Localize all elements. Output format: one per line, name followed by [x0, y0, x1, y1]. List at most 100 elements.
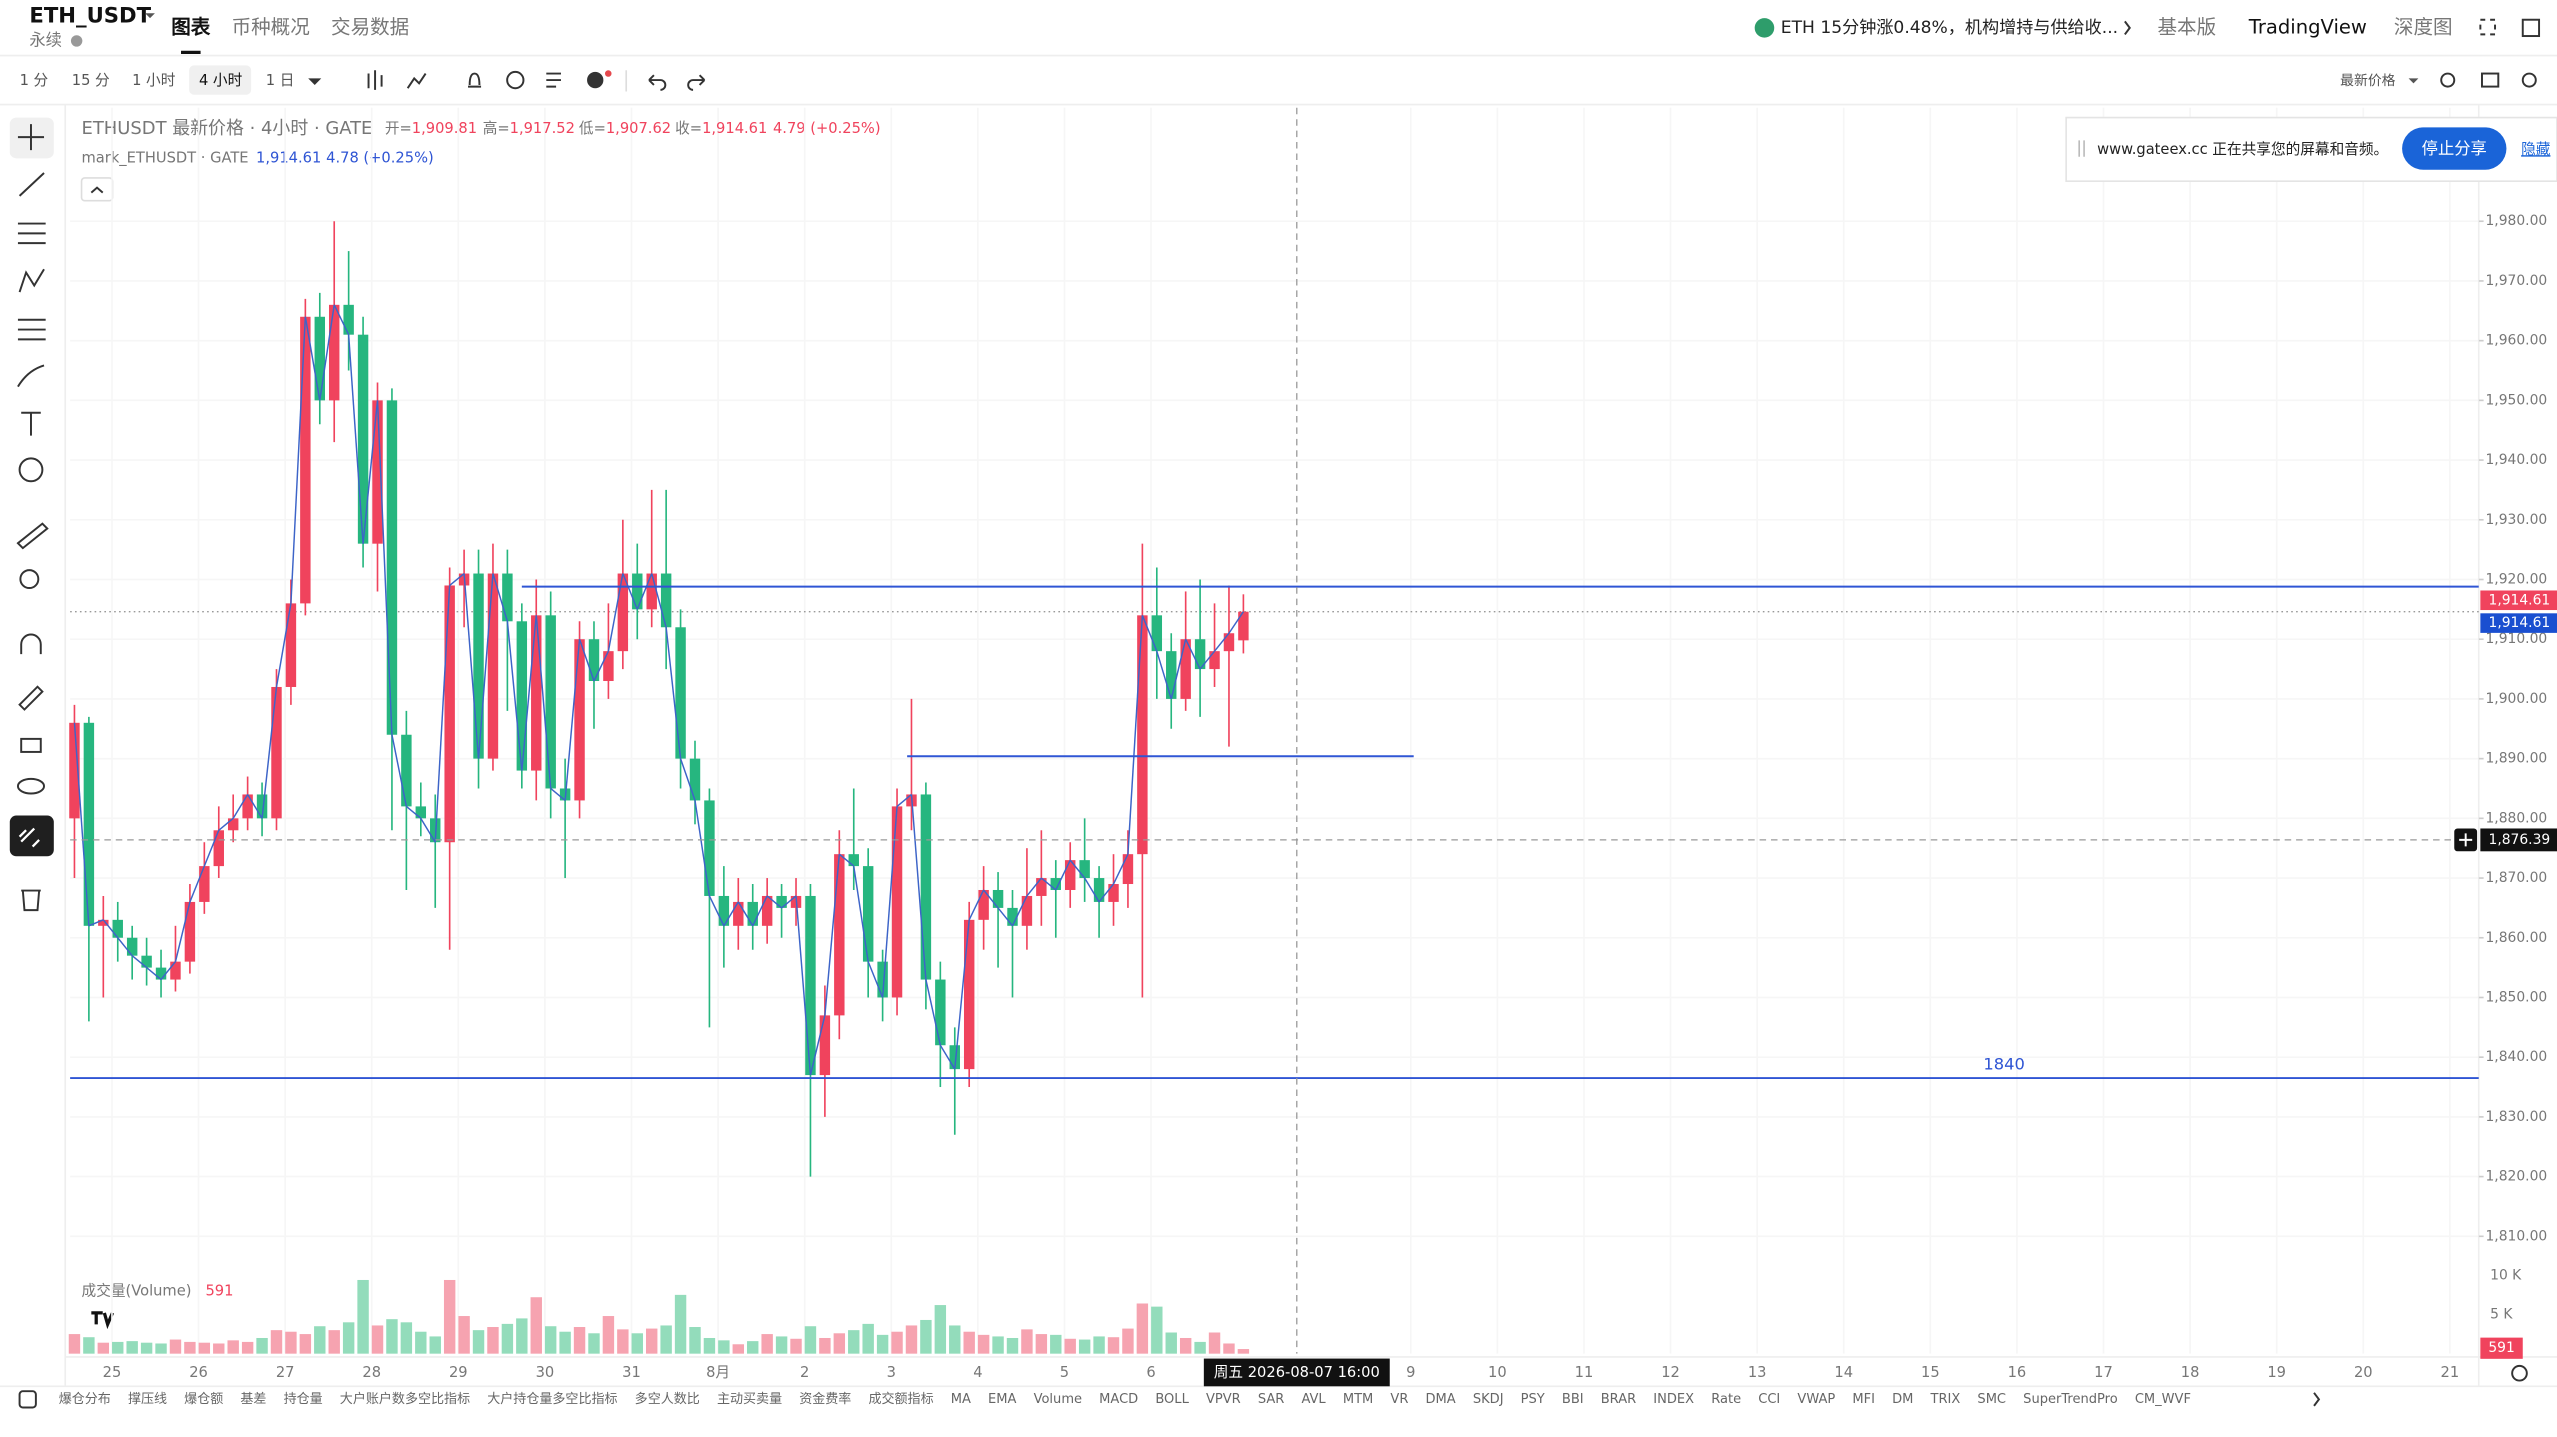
- window-icon[interactable]: [2521, 18, 2541, 38]
- settings-icon[interactable]: [2521, 72, 2537, 88]
- indicator-option[interactable]: DMA: [1426, 1392, 1456, 1407]
- draw-mode-tool[interactable]: [18, 685, 44, 711]
- indicator-option[interactable]: BOLL: [1155, 1392, 1189, 1407]
- indicator-option[interactable]: BBI: [1562, 1392, 1584, 1407]
- indicator-icon[interactable]: [406, 72, 427, 89]
- indicator-option[interactable]: CM_WVF: [2135, 1392, 2191, 1407]
- indicator-option[interactable]: 撑压线: [128, 1392, 167, 1407]
- emoji-tool[interactable]: [18, 457, 44, 483]
- volume-bar: [819, 1337, 831, 1354]
- chart-type-icon[interactable]: [367, 70, 383, 90]
- zoom-tool[interactable]: [19, 569, 40, 590]
- indicator-more[interactable]: [2313, 1392, 2321, 1407]
- indicator-option[interactable]: 基差: [240, 1392, 266, 1407]
- view-mode[interactable]: 基本版: [2157, 15, 2216, 38]
- collapse-button[interactable]: [80, 177, 114, 202]
- indicator-option[interactable]: 成交额指标: [868, 1391, 933, 1407]
- news-arrow[interactable]: [2124, 20, 2131, 35]
- undo-icon[interactable]: [648, 74, 667, 91]
- nav-tab[interactable]: 币种概况: [232, 15, 310, 38]
- indicator-option[interactable]: 爆仓分布: [59, 1392, 111, 1407]
- ruler-tool[interactable]: [16, 522, 49, 550]
- price-source[interactable]: 最新价格: [2340, 73, 2396, 89]
- indicator-option[interactable]: Rate: [1711, 1392, 1741, 1407]
- indicator-option[interactable]: MTM: [1343, 1392, 1373, 1407]
- indicator-option[interactable]: 大户账户数多空比指标: [340, 1391, 470, 1407]
- interval-option[interactable]: 1 分: [20, 72, 49, 89]
- magnet-tool[interactable]: [20, 633, 42, 655]
- replay-icon[interactable]: [506, 70, 525, 90]
- news-headline[interactable]: ETH 15分钟涨0.48%，机构增持与供给收...: [1781, 18, 2118, 38]
- text-tool[interactable]: [21, 411, 41, 436]
- indicator-option[interactable]: 持仓量: [284, 1392, 323, 1407]
- x-tick-label: 15: [1921, 1364, 1940, 1381]
- add-icon[interactable]: [587, 71, 604, 89]
- template-icon[interactable]: [546, 72, 561, 88]
- indicator-option[interactable]: 多空人数比: [635, 1391, 700, 1407]
- symbol-caret[interactable]: [145, 13, 155, 19]
- visibility-tool[interactable]: [16, 777, 46, 795]
- indicator-option[interactable]: PSY: [1521, 1392, 1545, 1407]
- interval-option[interactable]: 1 小时: [132, 72, 176, 89]
- sync-tool[interactable]: [18, 827, 40, 848]
- indicator-option[interactable]: VWAP: [1797, 1392, 1835, 1407]
- nav-tab[interactable]: 图表: [171, 15, 211, 38]
- indicator-option[interactable]: 爆仓额: [184, 1392, 223, 1407]
- price-source-caret[interactable]: [2408, 78, 2419, 84]
- indicator-option[interactable]: EMA: [988, 1392, 1016, 1407]
- hide-banner[interactable]: 隐藏: [2521, 141, 2551, 158]
- projection-tool[interactable]: [17, 318, 46, 341]
- indicator-option[interactable]: CCI: [1758, 1392, 1780, 1407]
- indicator-option[interactable]: 大户持仓量多空比指标: [487, 1391, 617, 1407]
- indicator-option[interactable]: MFI: [1852, 1392, 1875, 1407]
- indicator-option[interactable]: DM: [1892, 1392, 1913, 1407]
- indicator-option[interactable]: Volume: [1034, 1392, 1082, 1407]
- trendline-tool[interactable]: [18, 172, 45, 197]
- axis-settings-icon[interactable]: [2511, 1364, 2528, 1382]
- interval-option[interactable]: 15 分: [72, 72, 110, 89]
- indicator-option[interactable]: MACD: [1099, 1392, 1138, 1407]
- indicator-option[interactable]: SMC: [1977, 1392, 2006, 1407]
- lock-tool[interactable]: [20, 737, 42, 753]
- stop-share-button[interactable]: [2402, 127, 2507, 170]
- indicator-option[interactable]: SuperTrendPro: [2023, 1392, 2118, 1407]
- indicator-option[interactable]: BRAR: [1601, 1392, 1636, 1407]
- sync-tool-bg[interactable]: [9, 815, 54, 857]
- alert-icon[interactable]: [468, 72, 482, 88]
- indicator-option[interactable]: MA: [951, 1392, 971, 1407]
- pattern-tool[interactable]: [18, 268, 45, 293]
- redo-icon[interactable]: [687, 74, 706, 91]
- close-line: [1228, 611, 1245, 634]
- close-line: [939, 1044, 956, 1070]
- indicator-menu-icon[interactable]: [18, 1390, 37, 1409]
- search-icon[interactable]: [2440, 72, 2456, 88]
- indicator-option[interactable]: INDEX: [1653, 1392, 1694, 1407]
- view-mode[interactable]: 深度图: [2394, 15, 2453, 38]
- candle-body: [1209, 651, 1220, 670]
- interval-option[interactable]: 1 日: [266, 72, 295, 89]
- indicator-option[interactable]: 主动买卖量: [717, 1392, 782, 1407]
- interval-option[interactable]: 4 小时: [199, 72, 243, 89]
- fullscreen-icon[interactable]: [2479, 18, 2497, 36]
- indicator-option[interactable]: 资金费率: [799, 1391, 851, 1407]
- indicator-option[interactable]: SKDJ: [1473, 1392, 1504, 1407]
- candle-body: [502, 573, 513, 622]
- symbol[interactable]: ETH_USDT: [29, 2, 151, 27]
- interval-caret[interactable]: [308, 78, 322, 85]
- fib-tool[interactable]: [17, 222, 46, 245]
- nav-tab[interactable]: 交易数据: [331, 15, 409, 38]
- candle-body: [574, 639, 585, 801]
- info-icon[interactable]: [70, 35, 83, 47]
- brush-tool[interactable]: [17, 364, 45, 388]
- indicator-option[interactable]: TRIX: [1930, 1392, 1961, 1407]
- crosshair-tool[interactable]: [17, 124, 45, 151]
- indicator-option[interactable]: AVL: [1301, 1392, 1326, 1407]
- volume-bar: [112, 1341, 124, 1354]
- stop-share-label[interactable]: 停止分享: [2422, 139, 2487, 158]
- delete-tool[interactable]: [21, 889, 41, 912]
- view-mode[interactable]: TradingView: [2248, 15, 2367, 38]
- camera-icon[interactable]: [2481, 72, 2500, 88]
- indicator-option[interactable]: VPVR: [1206, 1392, 1241, 1407]
- indicator-option[interactable]: VR: [1390, 1392, 1408, 1407]
- indicator-option[interactable]: SAR: [1258, 1392, 1284, 1407]
